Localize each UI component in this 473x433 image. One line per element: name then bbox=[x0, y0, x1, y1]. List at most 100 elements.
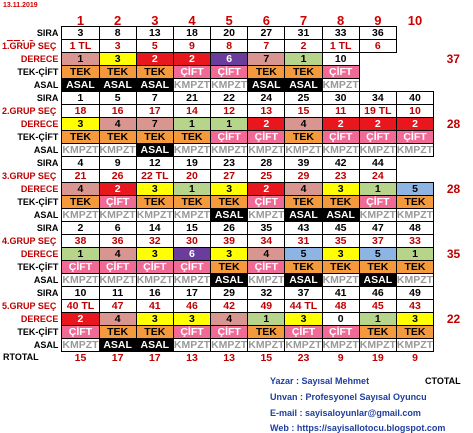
sira-cell: 32 bbox=[247, 286, 286, 300]
sec-cell: 33 bbox=[395, 234, 435, 248]
tekcift-cell: TEK bbox=[172, 130, 212, 144]
sec-cell: 18 bbox=[61, 104, 100, 118]
group-label: 4.GRUP SEÇ bbox=[0, 235, 62, 248]
sira-cell: 1 bbox=[61, 91, 100, 105]
sira-cell: 12 bbox=[135, 156, 174, 170]
asal-cell: KMPZT bbox=[395, 208, 435, 222]
sec-cell: 26 bbox=[98, 169, 137, 183]
sira-cell: 22 bbox=[210, 91, 249, 105]
sira-cell: 31 bbox=[284, 26, 323, 40]
rtotal-cell: 15 bbox=[74, 351, 87, 364]
tekcift-cell: ÇİFT bbox=[321, 65, 360, 79]
sec-cell: 8 bbox=[210, 39, 249, 53]
sira-cell: 37 bbox=[284, 286, 323, 300]
derece-cell: 4 bbox=[210, 312, 249, 326]
sec-cell: 43 bbox=[395, 299, 435, 313]
sira-cell: 17 bbox=[172, 286, 212, 300]
row-end bbox=[433, 325, 473, 339]
tekcift-cell: TEK bbox=[321, 260, 360, 274]
sira-cell: 33 bbox=[321, 26, 360, 40]
column-header: 7 bbox=[284, 14, 323, 27]
asal-cell: ASAL bbox=[135, 78, 174, 92]
derece-cell: 2 bbox=[172, 52, 212, 66]
sira-cell: 35 bbox=[247, 221, 286, 235]
tekcift-cell: TEK bbox=[98, 65, 137, 79]
derece-cell: 2 bbox=[61, 312, 100, 326]
asal-cell: ASAL bbox=[98, 78, 137, 92]
derece-cell: 2 bbox=[395, 117, 435, 131]
tekcift-cell: ÇİFT bbox=[247, 130, 286, 144]
web-link[interactable]: https://sayisallotocu.blogspot.com bbox=[296, 423, 446, 433]
row-end bbox=[433, 195, 473, 209]
asal-cell: ASAL bbox=[321, 208, 360, 222]
derece-cell: 6 bbox=[172, 247, 212, 261]
asal-cell: KMPZT bbox=[321, 338, 360, 352]
tekcift-cell: TEK bbox=[395, 195, 435, 209]
derece-cell: 3 bbox=[135, 312, 174, 326]
derece-cell: 3 bbox=[98, 52, 137, 66]
sira-cell: 20 bbox=[210, 26, 249, 40]
sec-cell: 45 bbox=[358, 299, 397, 313]
asal-cell: ASAL bbox=[210, 208, 249, 222]
email-link[interactable]: sayisaloyunlar@gmail.com bbox=[305, 408, 421, 418]
derece-cell: 1 bbox=[247, 312, 286, 326]
derece-cell: 5 bbox=[395, 182, 435, 196]
asal-cell: KMPZT bbox=[247, 338, 286, 352]
sec-cell: 12 bbox=[210, 104, 249, 118]
asal-cell: KMPZT bbox=[395, 143, 435, 157]
asal-cell: KMPZT bbox=[61, 208, 100, 222]
sira-cell: 16 bbox=[135, 286, 174, 300]
row-end bbox=[433, 156, 473, 170]
tekcift-cell: TEK bbox=[321, 195, 360, 209]
tekcift-cell: TEK bbox=[284, 65, 323, 79]
derece-cell: 4 bbox=[98, 117, 137, 131]
derece-cell: 3 bbox=[284, 312, 323, 326]
sec-cell: 16 bbox=[98, 104, 137, 118]
derece-cell: 7 bbox=[135, 117, 174, 131]
sec-cell: 14 bbox=[172, 104, 212, 118]
derece-label: DERECE bbox=[0, 247, 62, 261]
sira-cell: 2 bbox=[61, 221, 100, 235]
tekcift-cell: TEK bbox=[135, 325, 174, 339]
derece-label: DERECE bbox=[0, 182, 62, 196]
row-end bbox=[433, 169, 473, 183]
sira-cell: 9 bbox=[98, 156, 137, 170]
sira-cell: 5 bbox=[98, 91, 137, 105]
sira-cell: 30 bbox=[321, 91, 360, 105]
row-end bbox=[433, 26, 473, 40]
sira-cell: 14 bbox=[135, 221, 174, 235]
rtotal-cell: 23 bbox=[297, 351, 310, 364]
tekcift-cell: ÇİFT bbox=[98, 260, 137, 274]
tekcift-cell: ÇİFT bbox=[358, 130, 397, 144]
tekcift-cell: TEK bbox=[98, 130, 137, 144]
tekcift-cell: ÇİFT bbox=[358, 195, 397, 209]
asal-cell: ASAL bbox=[284, 78, 323, 92]
derece-cell: 10 bbox=[321, 52, 360, 66]
rtotal-cell: 17 bbox=[111, 351, 124, 364]
sira-label: SIRA bbox=[0, 221, 62, 235]
sira-label: SIRA bbox=[0, 26, 62, 40]
asal-cell: KMPZT bbox=[135, 273, 174, 287]
derece-cell: 2 bbox=[135, 52, 174, 66]
derece-cell bbox=[359, 52, 397, 66]
tekcift-cell: TEK bbox=[135, 130, 174, 144]
sira-cell: 18 bbox=[172, 26, 212, 40]
group-label: 2.GRUP SEÇ bbox=[0, 105, 62, 118]
tekcift-cell: TEK bbox=[284, 195, 323, 209]
title-label: Unvan bbox=[270, 392, 298, 402]
asal-cell: ASAL bbox=[210, 273, 249, 287]
column-header: 2 bbox=[99, 14, 137, 27]
derece-cell: 1 bbox=[172, 182, 212, 196]
asal-cell: KMPZT bbox=[210, 143, 249, 157]
sira-cell: 15 bbox=[172, 221, 212, 235]
derece-label: DERECE bbox=[0, 117, 62, 131]
sec-cell: 49 bbox=[247, 299, 286, 313]
sec-cell: 15 bbox=[284, 104, 323, 118]
tekcift-cell: TEK bbox=[395, 260, 435, 274]
title-value: Profesyonel Sayısal Oyuncu bbox=[305, 392, 427, 402]
sec-cell: 10 bbox=[395, 104, 435, 118]
derece-cell: 2 bbox=[247, 182, 286, 196]
tekcift-cell: ÇİFT bbox=[247, 195, 286, 209]
author-line: Yazar : Sayısal Mehmet bbox=[270, 376, 370, 386]
asal-label: ASAL bbox=[0, 338, 62, 352]
